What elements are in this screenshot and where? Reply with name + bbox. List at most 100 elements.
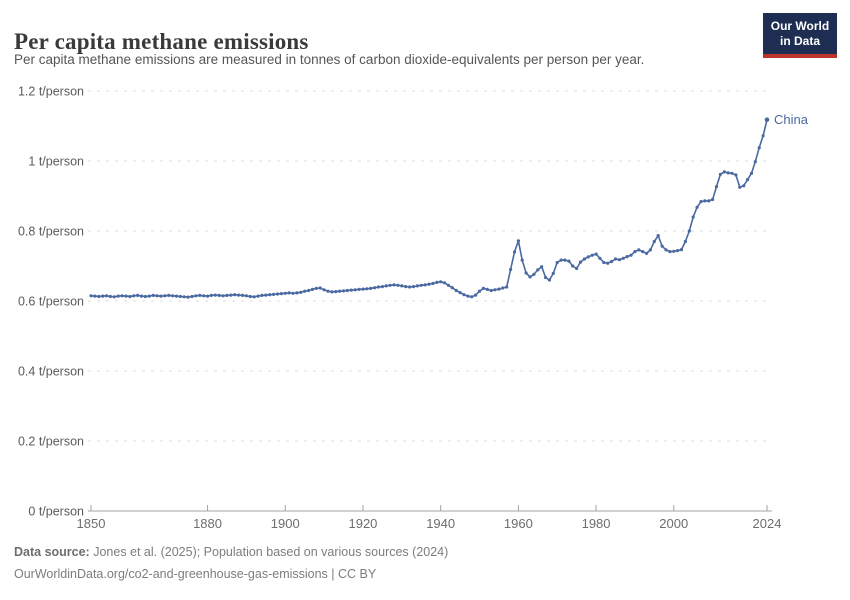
x-axis-labels: 1850 1880 1900 1920 1940 1960 1980 2000 2024: [77, 516, 782, 531]
data-point-marker: [178, 294, 182, 299]
data-point-marker: [691, 215, 695, 219]
data-point-marker: [244, 294, 248, 298]
x-axis-tick-label: 2000: [659, 516, 688, 531]
data-point-marker: [279, 292, 283, 296]
data-point-marker: [155, 294, 159, 298]
data-point-marker: [726, 171, 730, 175]
data-point-marker: [520, 258, 524, 262]
data-point-marker: [345, 288, 349, 293]
data-point-marker: [559, 258, 563, 262]
data-point-marker: [388, 283, 392, 287]
data-point-marker: [489, 288, 493, 293]
data-point-marker: [174, 294, 179, 298]
china-line[interactable]: [90, 118, 768, 298]
data-point-marker: [159, 294, 163, 298]
y-axis-tick-label: 1 t/person: [28, 155, 84, 169]
data-point-marker: [132, 294, 136, 298]
data-point-marker: [318, 286, 322, 290]
data-point-marker: [392, 283, 396, 287]
data-point-marker: [97, 294, 101, 299]
data-point-marker: [493, 288, 497, 292]
data-point-marker: [380, 285, 384, 289]
data-point-marker: [742, 184, 746, 188]
data-source-text: Jones et al. (2025); Population based on…: [89, 545, 449, 559]
data-point-marker: [656, 234, 660, 238]
data-point-marker: [497, 287, 501, 291]
data-point-marker: [217, 293, 221, 297]
data-point-marker: [578, 260, 583, 264]
data-point-marker: [633, 250, 637, 254]
data-point-marker: [450, 286, 454, 290]
data-point-marker: [307, 288, 311, 293]
data-point-marker: [314, 286, 318, 290]
data-point-marker: [738, 185, 742, 189]
series-label-china[interactable]: China: [774, 112, 809, 127]
data-point-marker: [563, 258, 567, 262]
data-point-marker: [505, 285, 509, 289]
data-point-marker: [598, 256, 602, 260]
data-point-marker: [544, 275, 548, 280]
data-point-marker: [602, 260, 606, 265]
data-point-marker: [427, 282, 431, 286]
data-point-marker: [707, 199, 711, 203]
data-point-marker: [93, 294, 97, 298]
y-axis-tick-label: 0.2 t/person: [18, 435, 84, 449]
data-point-marker: [334, 290, 338, 294]
data-source-line: Data source: Jones et al. (2025); Popula…: [14, 541, 834, 563]
data-point-marker: [143, 294, 147, 299]
data-point-marker: [695, 205, 699, 209]
data-point-marker: [641, 250, 645, 254]
data-point-marker: [676, 249, 680, 253]
data-point-marker: [101, 294, 105, 298]
data-point-marker: [648, 248, 653, 252]
data-point-marker: [299, 290, 303, 294]
data-point-marker: [532, 272, 536, 276]
owid-url-line[interactable]: OurWorldinData.org/co2-and-greenhouse-ga…: [14, 567, 377, 581]
data-point-marker: [194, 294, 198, 298]
data-point-marker: [423, 283, 427, 287]
data-point-marker: [116, 294, 120, 298]
data-point-marker: [582, 257, 587, 261]
chart-subtitle: Per capita methane emissions are measure…: [14, 52, 645, 67]
y-axis-tick-label: 0 t/person: [28, 505, 84, 519]
data-point-marker: [206, 294, 210, 298]
y-axis-tick-label: 0.4 t/person: [18, 365, 84, 379]
data-point-marker: [435, 280, 439, 284]
data-point-marker: [442, 281, 447, 285]
china-series[interactable]: China: [89, 112, 809, 299]
owid-logo[interactable]: Our World in Data: [763, 13, 837, 58]
data-point-marker: [89, 294, 93, 298]
data-point-marker: [415, 284, 419, 288]
data-point-marker: [683, 239, 688, 244]
data-point-marker: [322, 288, 326, 292]
data-point-marker: [621, 256, 625, 260]
data-point-marker: [248, 294, 252, 299]
data-point-marker: [617, 258, 622, 262]
data-point-marker: [718, 172, 723, 176]
data-point-marker: [167, 293, 171, 297]
data-point-marker: [268, 293, 272, 297]
data-point-marker: [404, 285, 408, 289]
data-point-marker: [202, 294, 206, 298]
data-point-marker: [139, 294, 144, 298]
data-point-marker: [446, 283, 450, 287]
data-point-marker: [108, 294, 112, 299]
data-point-marker: [749, 171, 754, 175]
data-point-marker: [540, 265, 544, 269]
x-axis-tick-label: 1980: [582, 516, 611, 531]
data-point-marker: [711, 197, 715, 202]
data-point-marker: [252, 295, 256, 299]
page-title: Per capita methane emissions: [14, 29, 309, 55]
data-point-marker: [104, 294, 109, 298]
data-point-marker: [411, 285, 416, 289]
data-point-marker: [703, 199, 707, 203]
data-point-marker: [225, 293, 229, 297]
data-point-marker: [240, 293, 245, 297]
data-point-marker: [536, 268, 540, 272]
data-point-marker: [753, 160, 757, 164]
data-point-marker: [272, 292, 276, 296]
data-point-marker: [365, 287, 369, 291]
data-point-marker: [353, 288, 357, 292]
data-point-marker: [637, 248, 641, 252]
